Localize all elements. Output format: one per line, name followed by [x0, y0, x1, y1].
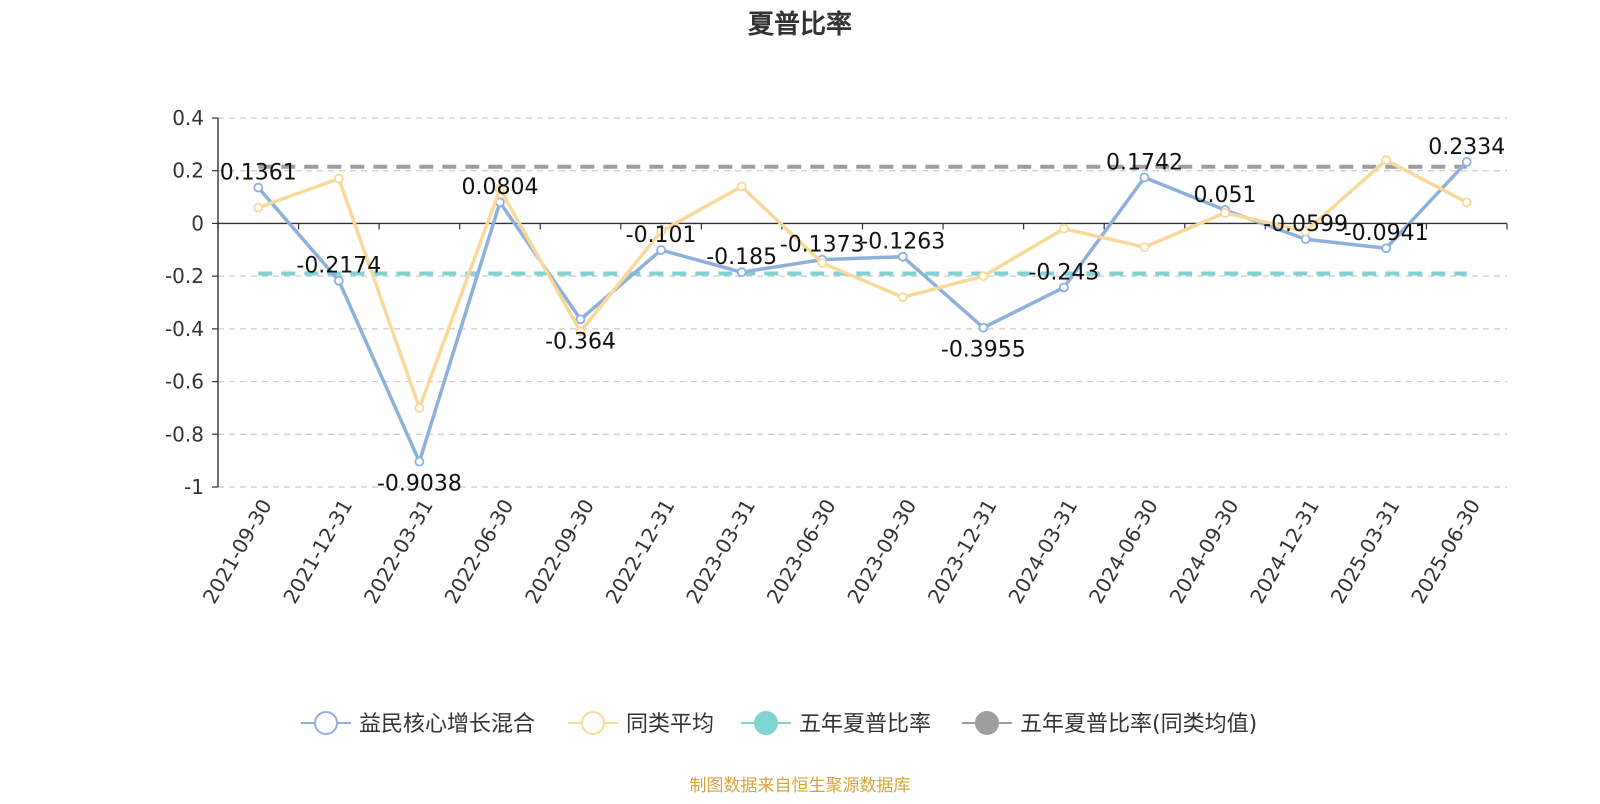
x-tick-label: 2022-09-30	[520, 495, 599, 608]
series-point	[575, 314, 586, 325]
legend-item[interactable]: 益民核心增长混合	[301, 711, 535, 737]
legend-item[interactable]: 五年夏普比率	[741, 711, 931, 737]
series-point	[897, 251, 908, 262]
y-tick-label: -0.2	[165, 264, 204, 288]
legend-item[interactable]: 同类平均	[568, 711, 714, 737]
legend-label: 同类平均	[626, 712, 714, 737]
series-point	[817, 258, 828, 268]
series-point	[978, 271, 989, 282]
legend-item[interactable]: 五年夏普比率(同类均值)	[962, 711, 1257, 737]
series-point	[1139, 242, 1150, 253]
y-tick-label: -0.4	[165, 317, 204, 341]
y-tick-label: 0.4	[172, 106, 204, 130]
data-labels: 0.1361 -0.2174 -0.9038 0.0804 -0.364 -0.101 -0…	[220, 135, 1505, 497]
x-tick-label: 2021-12-31	[278, 495, 357, 608]
series-point	[1381, 155, 1392, 166]
x-tick-label: 2025-06-30	[1406, 495, 1485, 608]
legend-label: 益民核心增长混合	[359, 712, 535, 737]
data-label: 0.051	[1194, 183, 1257, 208]
footer-source: 制图数据来自恒生聚源数据库	[690, 776, 911, 796]
series-line	[256, 160, 1468, 464]
series-point	[897, 292, 908, 303]
series-point	[736, 267, 747, 278]
data-label: -0.0941	[1344, 221, 1429, 246]
series-layer	[253, 155, 1472, 467]
chart-title: 夏普比率	[748, 9, 852, 40]
data-label: -0.364	[545, 329, 616, 354]
series-point	[333, 173, 344, 184]
series-point	[495, 184, 505, 195]
data-label: -0.101	[626, 223, 697, 248]
x-tick-label: 2024-06-30	[1084, 495, 1163, 608]
series-point	[575, 326, 586, 337]
data-label: -0.2174	[296, 254, 381, 279]
x-tick-label: 2023-09-30	[842, 495, 921, 608]
data-label: 0.0804	[461, 175, 538, 200]
data-label: 0.2334	[1428, 135, 1505, 160]
series-point	[414, 456, 425, 467]
legend-marker-icon	[754, 711, 778, 735]
reference-lines	[258, 164, 1467, 276]
data-label: -0.185	[706, 245, 777, 270]
x-tick-label: 2024-09-30	[1165, 495, 1244, 608]
legend-marker-icon	[314, 711, 338, 735]
series-point	[1220, 207, 1230, 218]
series-point	[1059, 223, 1069, 234]
series-point	[333, 275, 344, 286]
x-tick-label: 2022-03-31	[359, 495, 438, 608]
series-point	[1059, 282, 1069, 293]
data-label: 0.1361	[220, 161, 297, 186]
x-tick-label: 2023-03-31	[681, 495, 760, 608]
y-tick-label: -0.8	[165, 422, 204, 446]
x-tick-label: 2024-03-31	[1003, 495, 1082, 608]
y-tick-label: 0	[191, 211, 204, 235]
y-tick-label: -1	[184, 475, 204, 499]
legend-label: 五年夏普比率(同类均值)	[1020, 712, 1257, 737]
series-point	[253, 182, 264, 193]
data-label: 0.1742	[1106, 151, 1183, 176]
series-point	[1461, 157, 1472, 167]
series-point	[656, 226, 666, 237]
data-label: -0.1263	[860, 230, 945, 255]
legend-marker-icon	[975, 711, 999, 735]
x-tick-label: 2023-12-31	[923, 495, 1002, 608]
x-tick-label: 2023-06-30	[762, 495, 841, 608]
legend-label: 五年夏普比率	[799, 712, 931, 737]
data-label: -0.1373	[780, 233, 865, 258]
data-label: -0.3955	[941, 338, 1026, 363]
series-point	[978, 322, 989, 333]
x-tick-label: 2021-09-30	[198, 495, 277, 608]
data-label: -0.0599	[1263, 212, 1348, 237]
series-point	[253, 202, 264, 213]
grid-layer	[218, 117, 1507, 488]
series-point	[656, 245, 666, 255]
series-point	[736, 181, 747, 192]
series-point	[1300, 226, 1311, 237]
x-tick-label: 2025-03-31	[1326, 495, 1405, 608]
x-tick-label: 2024-12-31	[1245, 495, 1324, 608]
series-line	[257, 158, 1468, 410]
x-tick-label: 2022-12-31	[601, 495, 680, 608]
y-tick-label: 0.2	[172, 159, 204, 183]
data-label: -0.9038	[377, 472, 462, 497]
y-tick-label: -0.6	[165, 370, 204, 394]
data-label: -0.243	[1028, 260, 1099, 285]
x-tick-label: 2022-06-30	[439, 495, 518, 608]
series-point	[414, 403, 425, 413]
series-point	[1381, 243, 1392, 254]
legend[interactable]: 益民核心增长混合 同类平均 五年夏普比率 五年夏普比率(同类均值)	[301, 711, 1257, 737]
series-point	[1139, 172, 1150, 183]
legend-marker-icon	[581, 711, 605, 735]
series-point	[1461, 197, 1472, 208]
